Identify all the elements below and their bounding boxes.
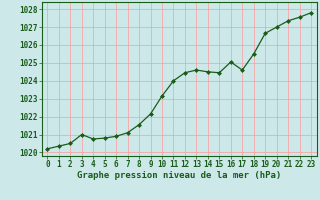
X-axis label: Graphe pression niveau de la mer (hPa): Graphe pression niveau de la mer (hPa) (77, 171, 281, 180)
